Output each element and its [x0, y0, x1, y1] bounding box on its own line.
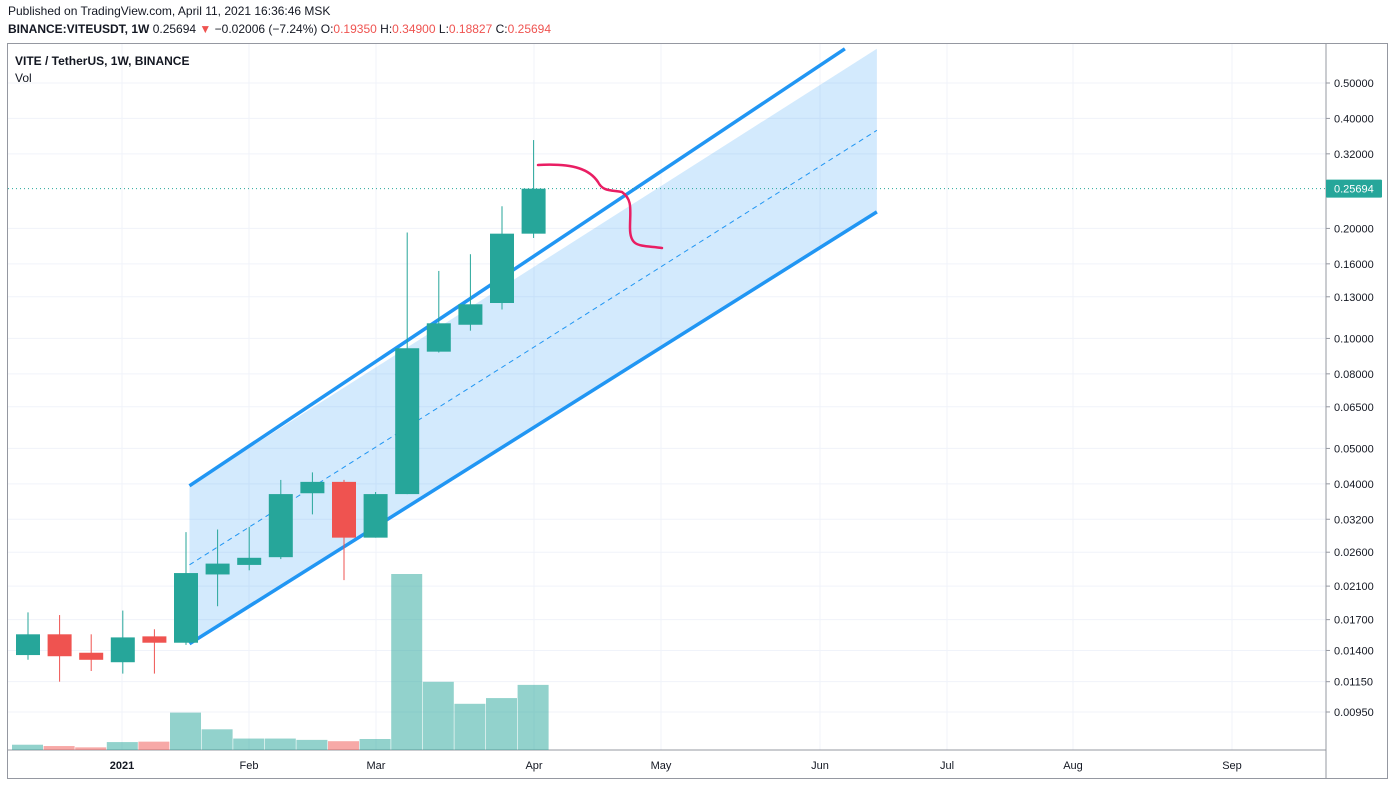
volume-bar [75, 747, 107, 750]
last-price-tag [1326, 179, 1382, 198]
candle-body [142, 636, 167, 643]
y-tick-label: 0.04000 [1334, 479, 1374, 491]
chart-legend: VITE / TetherUS, 1W, BINANCE Vol [15, 53, 189, 87]
volume-bar [138, 741, 170, 750]
volume-bar [106, 742, 138, 750]
volume-bar [233, 738, 265, 750]
volume-bar [359, 739, 391, 750]
volume-bar [12, 744, 43, 750]
x-tick-label: Jul [940, 760, 954, 772]
y-tick-label: 0.20000 [1334, 223, 1374, 235]
volume-bar [201, 729, 233, 750]
volume-bar [43, 746, 75, 750]
x-tick-label: Mar [367, 760, 386, 772]
candle-body [47, 634, 72, 657]
candle-body [426, 323, 451, 352]
channel-lower-line [188, 210, 878, 646]
high-value: 0.34900 [392, 22, 436, 36]
x-tick-label: Jun [811, 760, 829, 772]
candle-body [205, 563, 230, 575]
low-label: L: [438, 22, 449, 36]
volume-bar [264, 738, 296, 750]
candle-body [300, 481, 325, 494]
x-tick-label: Aug [1063, 760, 1083, 772]
x-tick-label: May [651, 760, 672, 772]
candle-body [110, 637, 135, 663]
y-tick-label: 0.10000 [1334, 333, 1374, 345]
close-value: 0.25694 [507, 22, 552, 36]
volume-bar [486, 698, 517, 750]
x-tick-label: Sep [1222, 760, 1242, 772]
symbol-label: BINANCE:VITEUSDT, 1W [8, 22, 150, 36]
candle-body [332, 481, 356, 538]
x-tick-label: 2021 [110, 760, 134, 772]
high-label: H: [380, 22, 393, 36]
channel-upper-line [188, 47, 846, 488]
change-value: −0.02006 (−7.24%) [214, 22, 318, 36]
y-tick-label: 0.08000 [1334, 369, 1374, 381]
x-tick-label: Apr [525, 760, 542, 772]
y-tick-label: 0.02600 [1334, 547, 1374, 559]
candle-body [490, 233, 514, 304]
open-label: O: [320, 22, 334, 36]
y-tick-label: 0.16000 [1334, 259, 1374, 271]
y-tick-label: 0.01700 [1334, 615, 1374, 627]
y-tick-label: 0.50000 [1334, 78, 1374, 90]
volume-bar [170, 712, 201, 750]
candle-body [237, 557, 262, 565]
low-value: 0.18827 [448, 22, 493, 36]
legend-title: VITE / TetherUS, 1W, BINANCE [15, 54, 190, 68]
y-tick-label: 0.02100 [1334, 581, 1374, 593]
candle-body [521, 188, 546, 234]
volume-bar [328, 741, 359, 750]
y-tick-label: 0.13000 [1334, 292, 1374, 304]
ohlc-bar: BINANCE:VITEUSDT, 1W 0.25694 ▼ −0.02006 … [8, 22, 551, 36]
candle-body [16, 634, 40, 656]
brush-drawing [536, 163, 664, 250]
chart-frame [7, 43, 1388, 779]
y-tick-label: 0.01150 [1334, 677, 1373, 689]
close-label: C: [495, 22, 508, 36]
published-note: Published on TradingView.com, April 11, … [8, 4, 331, 18]
candle-body [174, 573, 198, 643]
y-tick-label: 0.01400 [1334, 645, 1374, 657]
candle-body [458, 304, 483, 325]
x-tick-label: Feb [240, 760, 259, 772]
y-tick-label: 0.32000 [1334, 149, 1374, 161]
change-arrow-icon: ▼ [199, 22, 212, 36]
last-price-label: 0.25694 [1334, 184, 1374, 196]
open-value: 0.19350 [333, 22, 377, 36]
y-tick-label: 0.00950 [1334, 707, 1374, 719]
volume-bar [454, 703, 486, 750]
y-tick-label: 0.03200 [1334, 514, 1374, 526]
volume-bar [391, 574, 423, 750]
y-tick-label: 0.06500 [1334, 402, 1374, 414]
volume-bar [517, 684, 549, 750]
candle-body [395, 348, 420, 495]
channel-fill [189, 48, 877, 644]
candle-body [79, 652, 104, 660]
last-price: 0.25694 [152, 22, 197, 36]
legend-volume: Vol [15, 71, 32, 85]
volume-bar [296, 739, 328, 750]
y-tick-label: 0.05000 [1334, 443, 1374, 455]
y-tick-label: 0.40000 [1334, 113, 1374, 125]
candle-body [268, 494, 293, 558]
candle-body [363, 494, 388, 538]
volume-bar [422, 681, 454, 750]
